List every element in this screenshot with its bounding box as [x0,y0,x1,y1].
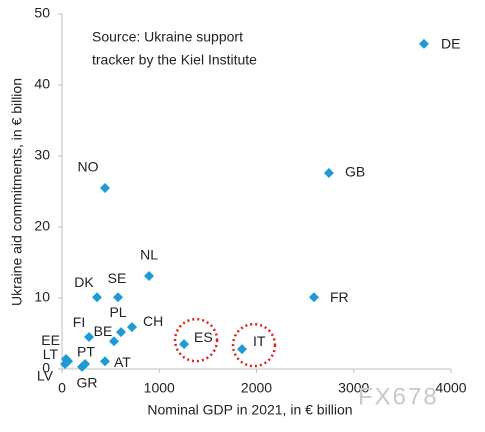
x-tick-label: 1000 [144,380,175,396]
x-tick-label: 3000 [338,380,369,396]
y-tick-label: 40 [34,76,50,92]
point-label: FI [73,314,85,330]
point-label: NO [77,159,98,175]
x-tick-label: 2000 [241,380,272,396]
point-label: CH [143,313,163,329]
y-tick-label: 20 [34,218,50,234]
point-label: DK [74,274,94,290]
point [113,292,124,303]
point [127,322,138,333]
point-label: SE [108,270,127,286]
point-label: GR [77,375,98,391]
point-label: GB [345,164,365,180]
point [99,182,110,193]
point-label: ES [194,329,213,345]
point [308,292,319,303]
point [109,336,120,347]
point [418,38,429,49]
point [77,361,88,372]
watermark: FX678 [358,383,439,410]
point [92,292,103,303]
point-label: PT [77,344,95,360]
y-tick-label: 50 [34,5,50,21]
highlight-circle [231,322,277,368]
y-tick-label: 10 [34,289,50,305]
point [237,344,248,355]
x-tick-label: 0 [58,380,66,396]
point-label: DE [441,36,460,52]
point [144,270,155,281]
y-tick-label: 30 [34,147,50,163]
point [179,339,190,350]
point-label: PL [109,304,126,320]
point [116,327,127,338]
point-label: NL [140,247,158,263]
y-axis-label: Ukraine aid commitments, in € billion [9,78,25,306]
annotation: tracker by the Kiel Institute [92,52,257,68]
point [60,359,71,370]
point-label: AT [114,354,131,370]
point-label: FR [330,289,349,305]
point-label: LT [43,346,59,362]
point-label: BE [94,323,113,339]
point-label: LV [37,368,54,384]
annotation: Source: Ukraine support [92,29,243,45]
point-label: IT [253,333,266,349]
highlight-circle [173,317,219,363]
point-label: EE [41,332,60,348]
point [323,168,334,179]
point [99,356,110,367]
point [84,332,95,343]
x-axis-label: Nominal GDP in 2021, in € billion [147,402,352,418]
x-tick-label: 4000 [435,380,466,396]
y-tick-label: 0 [42,360,50,376]
